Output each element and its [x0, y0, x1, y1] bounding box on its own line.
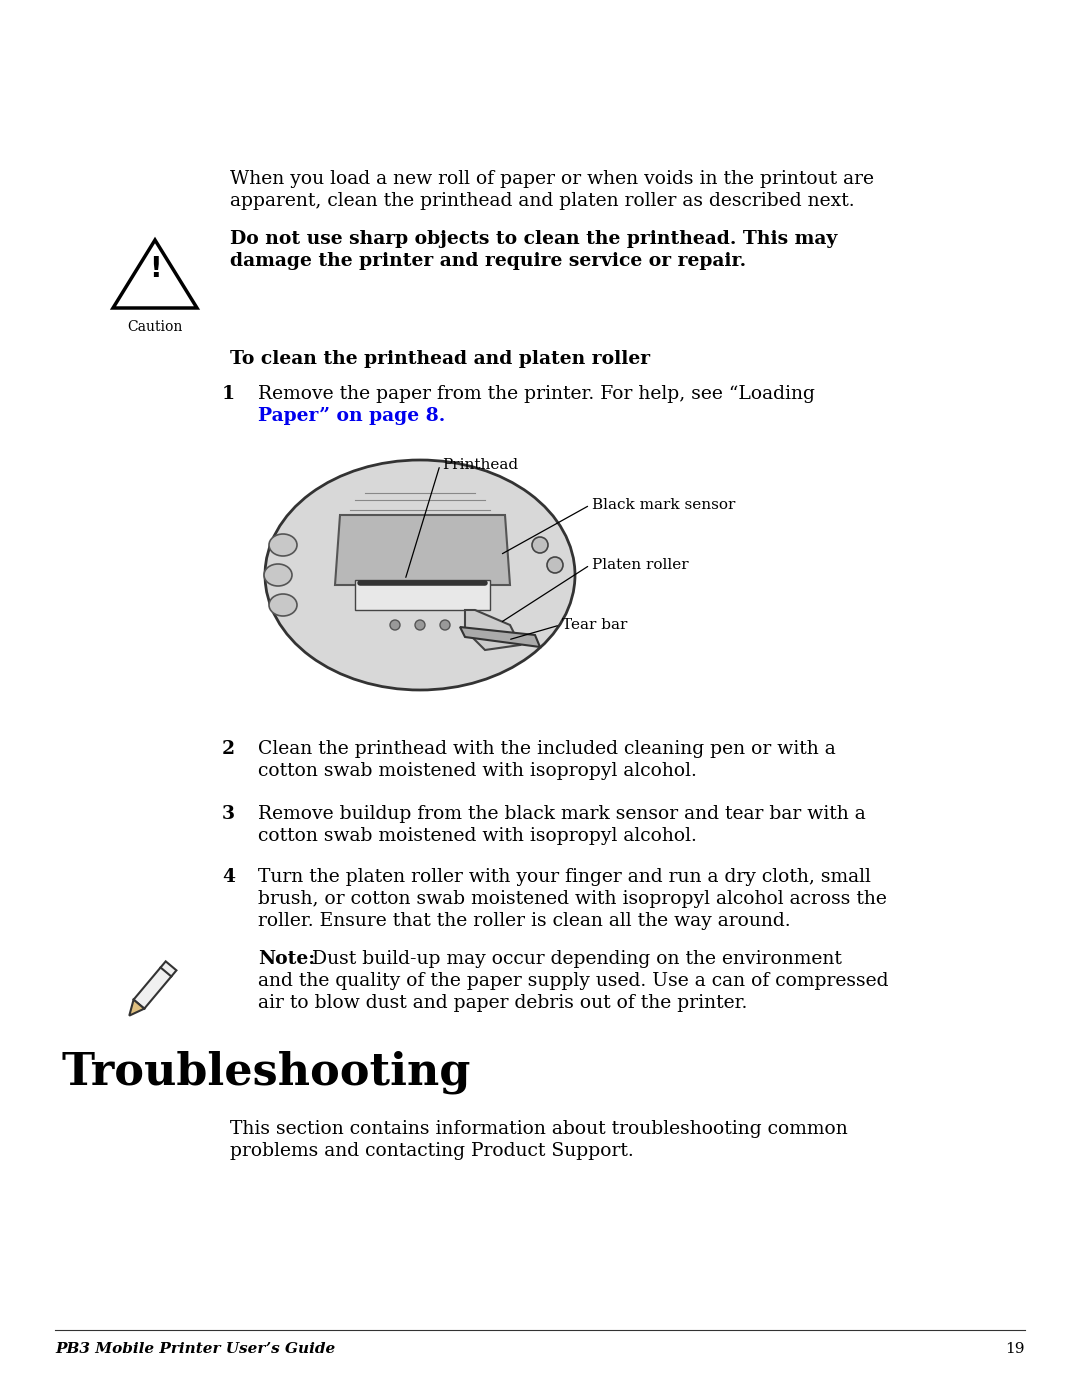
Text: 1: 1 — [221, 386, 235, 402]
Text: 3: 3 — [221, 805, 235, 823]
Text: Black mark sensor: Black mark sensor — [592, 497, 735, 511]
Polygon shape — [335, 515, 510, 585]
Text: Platen roller: Platen roller — [592, 557, 689, 571]
Text: brush, or cotton swab moistened with isopropyl alcohol across the: brush, or cotton swab moistened with iso… — [258, 890, 887, 908]
Text: Remove buildup from the black mark sensor and tear bar with a: Remove buildup from the black mark senso… — [258, 805, 866, 823]
Text: Note:: Note: — [258, 950, 315, 968]
Text: Remove the paper from the printer. For help, see “Loading: Remove the paper from the printer. For h… — [258, 386, 815, 402]
Polygon shape — [460, 627, 540, 647]
Text: Paper” on page 8.: Paper” on page 8. — [258, 407, 445, 425]
Text: Do not use sharp objects to clean the printhead. This may: Do not use sharp objects to clean the pr… — [230, 231, 837, 249]
Text: !: ! — [149, 256, 161, 284]
Text: Dust build-up may occur depending on the environment: Dust build-up may occur depending on the… — [306, 950, 842, 968]
Text: PB3 Mobile Printer User’s Guide: PB3 Mobile Printer User’s Guide — [55, 1343, 335, 1356]
Text: 2: 2 — [222, 740, 235, 759]
Circle shape — [546, 557, 563, 573]
Text: Tear bar: Tear bar — [562, 617, 627, 631]
Text: cotton swab moistened with isopropyl alcohol.: cotton swab moistened with isopropyl alc… — [258, 761, 697, 780]
Ellipse shape — [269, 594, 297, 616]
Text: To clean the printhead and platen roller: To clean the printhead and platen roller — [230, 351, 650, 367]
Text: roller. Ensure that the roller is clean all the way around.: roller. Ensure that the roller is clean … — [258, 912, 791, 930]
Text: Caution: Caution — [127, 320, 183, 334]
Circle shape — [440, 620, 450, 630]
Polygon shape — [355, 580, 490, 610]
Ellipse shape — [264, 564, 292, 585]
Polygon shape — [130, 1000, 145, 1016]
Circle shape — [532, 536, 548, 553]
Text: air to blow dust and paper debris out of the printer.: air to blow dust and paper debris out of… — [258, 995, 747, 1011]
Text: Clean the printhead with the included cleaning pen or with a: Clean the printhead with the included cl… — [258, 740, 836, 759]
Text: apparent, clean the printhead and platen roller as described next.: apparent, clean the printhead and platen… — [230, 191, 854, 210]
Text: Troubleshooting: Troubleshooting — [62, 1051, 471, 1094]
Text: 19: 19 — [1005, 1343, 1025, 1356]
Ellipse shape — [269, 534, 297, 556]
Text: Printhead: Printhead — [442, 458, 518, 472]
Circle shape — [390, 620, 400, 630]
Text: damage the printer and require service or repair.: damage the printer and require service o… — [230, 251, 746, 270]
Ellipse shape — [265, 460, 575, 690]
Text: and the quality of the paper supply used. Use a can of compressed: and the quality of the paper supply used… — [258, 972, 889, 990]
Polygon shape — [465, 610, 519, 650]
Polygon shape — [134, 961, 176, 1009]
Circle shape — [415, 620, 426, 630]
Text: When you load a new roll of paper or when voids in the printout are: When you load a new roll of paper or whe… — [230, 170, 874, 189]
Text: cotton swab moistened with isopropyl alcohol.: cotton swab moistened with isopropyl alc… — [258, 827, 697, 845]
Text: This section contains information about troubleshooting common: This section contains information about … — [230, 1120, 848, 1139]
Text: 4: 4 — [222, 868, 235, 886]
Text: Turn the platen roller with your finger and run a dry cloth, small: Turn the platen roller with your finger … — [258, 868, 870, 886]
Text: problems and contacting Product Support.: problems and contacting Product Support. — [230, 1141, 634, 1160]
